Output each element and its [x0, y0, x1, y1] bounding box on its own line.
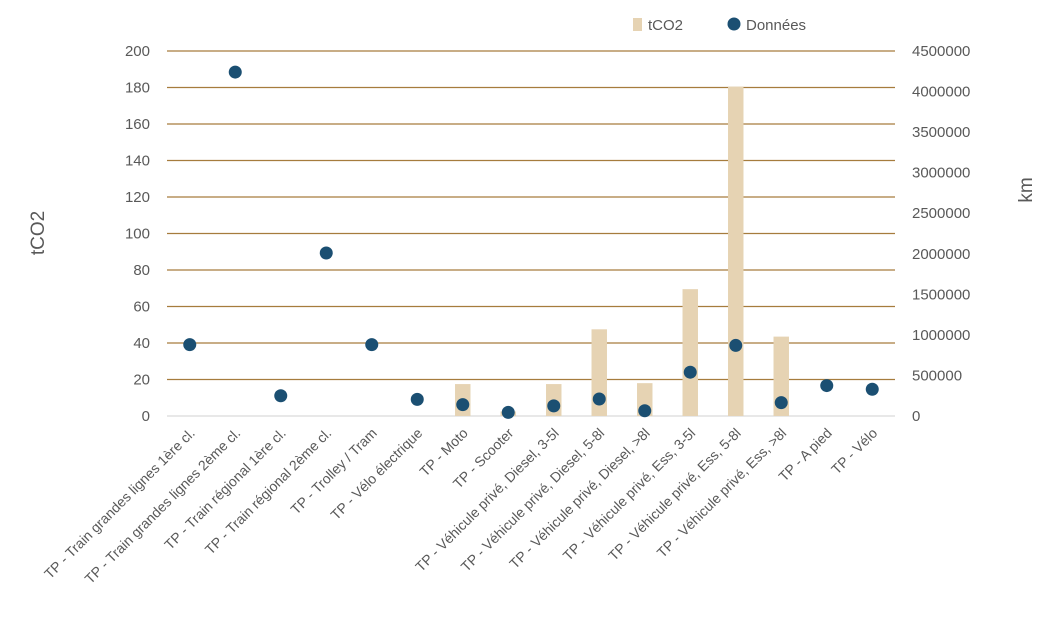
- right-tick-label: 4000000: [912, 84, 970, 101]
- data-point: [729, 338, 743, 352]
- right-axis-title: km: [1016, 177, 1037, 202]
- left-tick-label: 160: [125, 116, 150, 133]
- right-tick-label: 3000000: [912, 165, 970, 182]
- data-point: [183, 338, 197, 352]
- right-tick-label: 4500000: [912, 43, 970, 60]
- right-axis-ticks: 0 500000 1000000 1500000 2000000 2500000 30000…: [912, 43, 970, 425]
- data-point: [274, 389, 288, 403]
- bar-series: [455, 86, 789, 417]
- data-point: [774, 396, 788, 410]
- left-tick-label: 120: [125, 189, 150, 206]
- right-tick-label: 500000: [912, 367, 962, 384]
- scatter-series: [183, 65, 879, 419]
- left-tick-label: 60: [133, 299, 150, 316]
- left-tick-label: 140: [125, 153, 150, 170]
- bar: [682, 289, 698, 416]
- data-point: [683, 365, 697, 379]
- data-point: [820, 379, 834, 393]
- data-point: [501, 405, 515, 419]
- right-tick-label: 0: [912, 408, 920, 425]
- left-tick-label: 20: [133, 372, 150, 389]
- left-tick-label: 180: [125, 80, 150, 97]
- right-tick-label: 1000000: [912, 327, 970, 344]
- left-axis-title: tCO2: [28, 211, 49, 255]
- data-point: [456, 398, 470, 412]
- gridlines: [167, 50, 895, 417]
- data-point: [228, 65, 242, 79]
- legend-label-bar: tCO2: [648, 17, 683, 34]
- data-point: [319, 246, 333, 260]
- left-tick-label: 100: [125, 226, 150, 243]
- right-tick-label: 3500000: [912, 124, 970, 141]
- data-point: [638, 404, 652, 418]
- category-labels: TP - Train grandes lignes 1ère cl.TP - T…: [41, 425, 881, 587]
- left-tick-label: 40: [133, 335, 150, 352]
- data-point: [865, 382, 879, 396]
- data-point: [547, 399, 561, 413]
- legend-swatch-point: [727, 17, 741, 31]
- right-tick-label: 2000000: [912, 246, 970, 263]
- right-tick-label: 2500000: [912, 205, 970, 222]
- bar: [773, 336, 789, 416]
- category-label: TP - Vélo: [828, 425, 881, 478]
- right-tick-label: 1500000: [912, 286, 970, 303]
- data-point: [410, 392, 424, 406]
- category-label: TP - Trolley / Tram: [287, 425, 380, 518]
- bar: [728, 86, 744, 417]
- left-tick-label: 200: [125, 43, 150, 60]
- legend-swatch-bar: [633, 18, 642, 31]
- left-tick-label: 0: [142, 408, 150, 425]
- data-point: [592, 392, 606, 406]
- left-axis-ticks: 0 20 40 60 80 100 120 140 160 180 200: [125, 43, 150, 425]
- data-point: [365, 338, 379, 352]
- legend-label-point: Données: [746, 17, 806, 34]
- legend: tCO2 Données: [633, 17, 806, 34]
- left-tick-label: 80: [133, 262, 150, 279]
